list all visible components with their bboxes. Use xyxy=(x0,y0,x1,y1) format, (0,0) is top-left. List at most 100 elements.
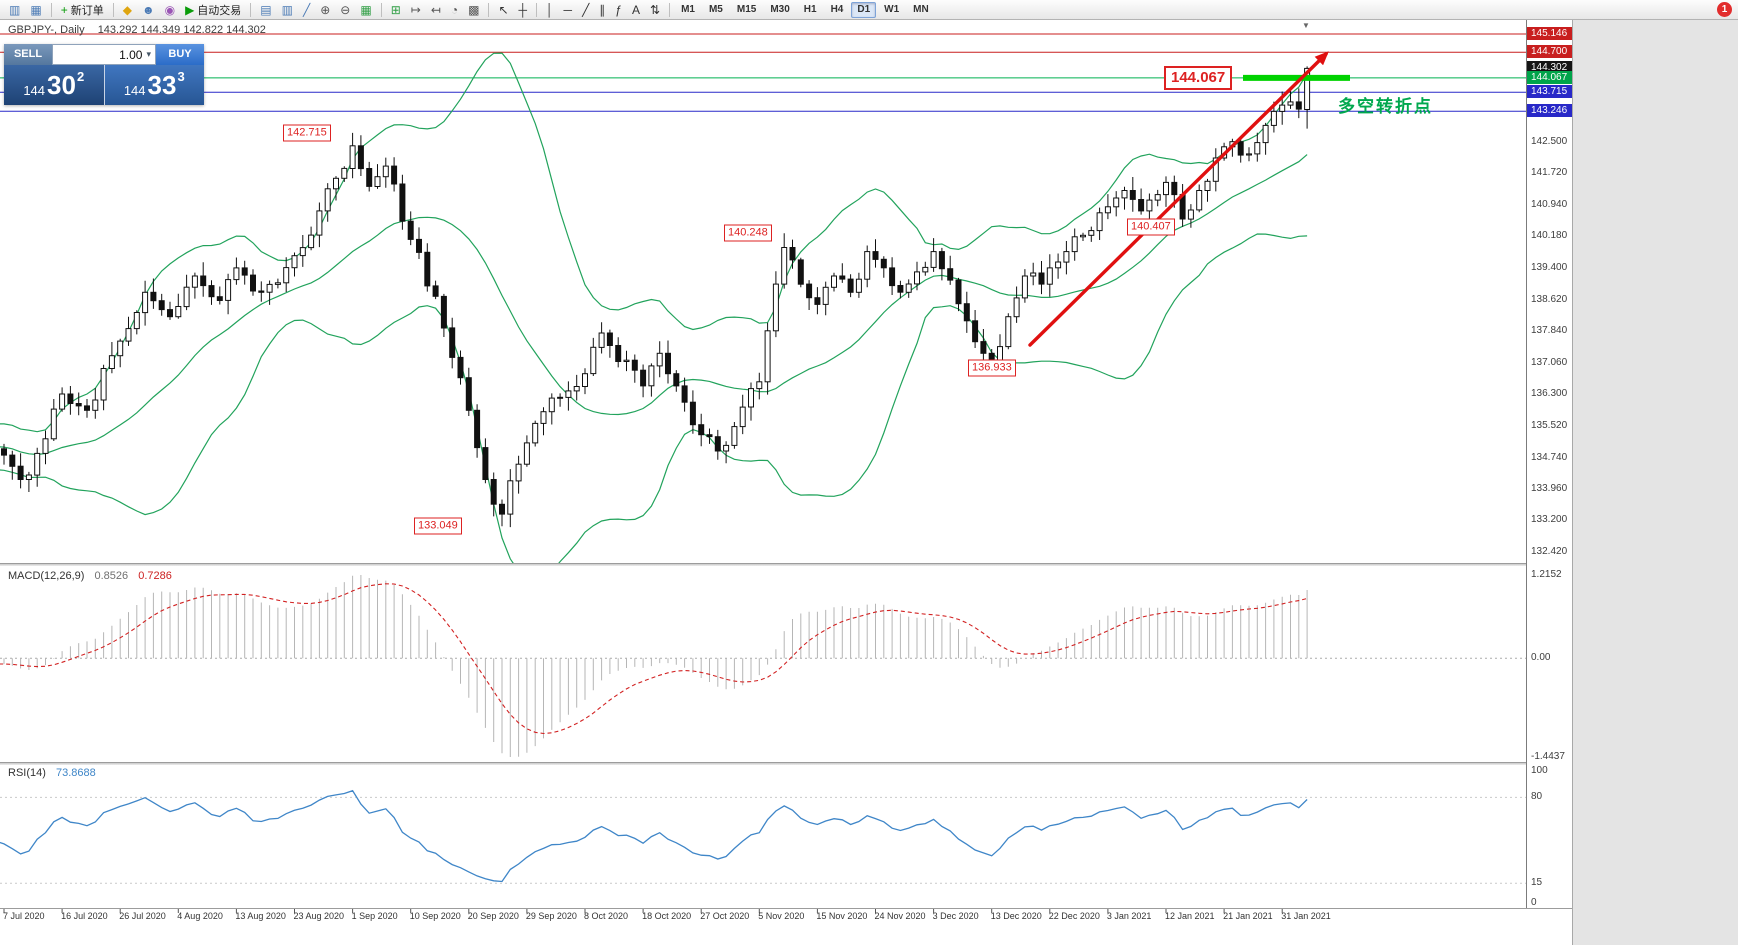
price-axis-tick: 139.400 xyxy=(1531,261,1568,273)
timeframe-h4-button[interactable]: H4 xyxy=(825,2,850,18)
auto-scroll-icon: ↦ xyxy=(410,2,421,17)
indicators-icon: ⊞ xyxy=(390,2,401,17)
sell-price[interactable]: 144 30 2 xyxy=(4,65,104,105)
buy-button[interactable]: BUY xyxy=(156,44,204,65)
macd-axis-tick: -1.4437 xyxy=(1531,751,1565,763)
buy-price[interactable]: 144 33 3 xyxy=(103,65,204,105)
vertical-line-button[interactable]: │ xyxy=(541,1,559,19)
navigator-icon: ◉ xyxy=(164,2,176,17)
text-icon: A xyxy=(631,2,640,17)
volume-dropdown-icon[interactable]: ▾ xyxy=(146,49,151,59)
periods-button[interactable]: ◔ xyxy=(446,1,463,19)
horizontal-line-button[interactable]: ─ xyxy=(559,1,578,19)
trendline-button[interactable]: ╱ xyxy=(577,1,594,19)
price-axis-tick: 140.940 xyxy=(1531,199,1568,211)
timeframe-m30-button[interactable]: M30 xyxy=(764,2,795,18)
zoom-in-button[interactable]: ⊕ xyxy=(315,1,335,19)
metaeditor-icon: ◆ xyxy=(122,2,132,17)
market-watch-button[interactable]: ☻ xyxy=(137,1,160,19)
profiles-button[interactable]: ▦ xyxy=(25,1,46,19)
axis-price-level-box: 144.700 xyxy=(1527,45,1572,59)
timeframe-m5-button[interactable]: M5 xyxy=(703,2,729,18)
channel-button[interactable]: ∥ xyxy=(594,1,610,19)
fibonacci-button[interactable]: ƒ xyxy=(610,1,627,19)
symbol-period-label: GBPJPY-, Daily xyxy=(8,24,85,36)
buy-price-prefix: 144 xyxy=(123,83,146,98)
timeframe-d1-button[interactable]: D1 xyxy=(851,1,877,18)
channel-icon: ∥ xyxy=(599,2,606,17)
market-watch-icon: ☻ xyxy=(141,2,155,17)
cursor-button[interactable]: ↖ xyxy=(493,1,513,19)
trendline-icon: ╱ xyxy=(582,2,590,17)
buy-price-main: 33 xyxy=(147,70,177,100)
macd-main-value: 0.8526 xyxy=(94,570,129,582)
price-axis-tick: 132.420 xyxy=(1531,545,1568,557)
price-annotation-label[interactable]: 140.248 xyxy=(724,224,772,242)
new-chart-icon: ▥ xyxy=(9,2,21,17)
arrows-tool-button[interactable]: ⇅ xyxy=(645,1,665,19)
auto-trading-button[interactable]: ▶ 自动交易 xyxy=(180,1,246,19)
rsi-axis-tick: 0 xyxy=(1531,897,1537,908)
volume-input[interactable]: 1.00 ▾ xyxy=(52,44,156,65)
macd-axis-tick: 1.2152 xyxy=(1531,569,1562,581)
note-text[interactable]: 多空转折点 xyxy=(1338,97,1433,116)
one-click-trading-panel: SELL 1.00 ▾ BUY 144 30 2 144 33 3 xyxy=(4,44,204,105)
toolbar-separator xyxy=(380,2,382,17)
chart-plot-area[interactable] xyxy=(0,20,1526,945)
zoom-out-button[interactable]: ⊖ xyxy=(335,1,355,19)
vertical-line-icon: │ xyxy=(546,2,554,17)
price-annotation-label[interactable]: 140.407 xyxy=(1127,218,1175,236)
price-axis-tick: 140.180 xyxy=(1531,230,1568,242)
chart-shift-button[interactable]: ↤ xyxy=(426,1,446,19)
macd-panel-separator[interactable] xyxy=(0,563,1572,566)
metaeditor-button[interactable]: ◆ xyxy=(118,1,137,19)
notifications-badge[interactable]: 1 xyxy=(1717,2,1732,17)
bar-chart-icon: ▤ xyxy=(260,2,272,17)
new-chart-button[interactable]: ▥ xyxy=(4,1,25,19)
price-axis-tick: 133.960 xyxy=(1531,483,1568,495)
axis-price-level-box: 143.715 xyxy=(1527,85,1572,99)
price-axis-tick: 142.500 xyxy=(1531,135,1568,147)
axis-price-level-box: 143.246 xyxy=(1527,104,1572,118)
toolbar-separator xyxy=(250,2,252,17)
price-axis-tick: 133.200 xyxy=(1531,514,1568,526)
zoom-in-icon: ⊕ xyxy=(320,2,331,17)
auto-scroll-button[interactable]: ↦ xyxy=(406,1,426,19)
price-annotation-label[interactable]: 144.067 xyxy=(1164,66,1233,90)
rsi-panel-separator[interactable] xyxy=(0,762,1572,765)
price-axis-tick: 135.520 xyxy=(1531,419,1568,431)
chart-profiles-icon: ▦ xyxy=(30,2,42,17)
bar-chart-type-button[interactable]: ▤ xyxy=(255,1,276,19)
timeframe-m1-button[interactable]: M1 xyxy=(675,2,701,18)
chart-shift-icon: ↤ xyxy=(430,2,441,17)
price-annotation-label[interactable]: 142.715 xyxy=(283,124,331,142)
toolbar-separator xyxy=(50,2,52,17)
volume-value: 1.00 xyxy=(119,47,143,62)
indicators-button[interactable]: ⊞ xyxy=(386,1,406,19)
sell-price-main: 30 xyxy=(47,70,76,100)
sell-button[interactable]: SELL xyxy=(4,44,52,65)
ohlc-values: 143.292 144.349 142.822 144.302 xyxy=(97,24,266,36)
grid-button[interactable]: ▦ xyxy=(355,1,376,19)
line-chart-type-button[interactable]: ╱ xyxy=(298,1,315,19)
zoom-out-icon: ⊖ xyxy=(340,2,351,17)
text-tool-button[interactable]: A xyxy=(627,1,645,19)
timeframe-m15-button[interactable]: M15 xyxy=(731,2,762,18)
candlestick-type-button[interactable]: ▥ xyxy=(277,1,298,19)
price-axis[interactable]: 142.500 141.720 140.940 140.180 139.400 138.6… xyxy=(1526,20,1572,908)
price-axis-tick: 136.300 xyxy=(1531,388,1568,400)
price-annotation-label[interactable]: 133.049 xyxy=(414,517,462,535)
candlestick-chart-icon: ▥ xyxy=(281,2,293,17)
crosshair-button[interactable]: ┼ xyxy=(514,1,533,19)
navigator-button[interactable]: ◉ xyxy=(160,1,180,19)
timeframe-mn-button[interactable]: MN xyxy=(907,2,935,18)
rsi-axis-tick: 80 xyxy=(1531,791,1543,803)
price-annotation-label[interactable]: 136.933 xyxy=(968,359,1016,377)
templates-button[interactable]: ▩ xyxy=(463,1,484,19)
horizontal-line-icon: ─ xyxy=(563,2,573,17)
new-order-button[interactable]: + 新订单 xyxy=(56,1,109,19)
timeframe-w1-button[interactable]: W1 xyxy=(878,2,905,18)
sell-price-pip: 2 xyxy=(76,68,85,84)
rsi-axis-tick: 15 xyxy=(1531,877,1543,889)
timeframe-h1-button[interactable]: H1 xyxy=(798,2,823,18)
